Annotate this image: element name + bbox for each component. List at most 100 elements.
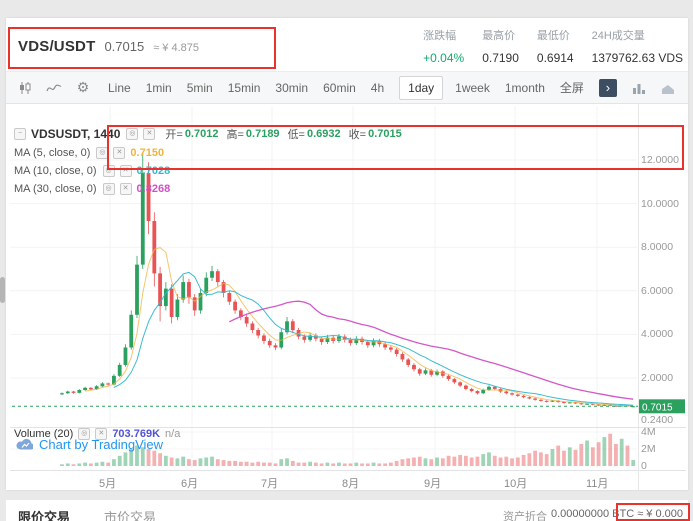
tab-限价交易[interactable]: 限价交易 [18,510,71,521]
balance-value: 0.00000000 BTC ≈ ¥ 0.000 [550,508,683,520]
ma-legend-row-0: MA (5, close, 0) ◎ ✕ 0.7150 [14,144,170,162]
stat-col-3: 24H成交量 1379762.63 VDS [592,27,683,65]
tab-市价交易[interactable]: 市价交易 [104,510,157,521]
watermark-text: Chart by TradingView [39,437,164,452]
volume-label: Volume (20) [14,428,74,440]
interval-4h[interactable]: 4h [370,80,385,95]
interval-1month[interactable]: 1month [504,80,545,95]
stat-label: 24H成交量 [591,30,645,42]
stat-value: 1379762.63 VDS [591,51,683,65]
interval-Line[interactable]: Line [108,80,131,95]
ohlc-label: 高= [226,129,244,141]
ma-value: 0.8268 [136,183,171,195]
month-label: 10月 [504,478,528,490]
volume-na: n/a [165,428,181,440]
volume-value: 703.769K [112,428,161,440]
candle-style-icon[interactable] [16,79,34,97]
svg-text:0.7015: 0.7015 [642,402,673,413]
tradingview-logo-icon [16,437,33,452]
pair-price-cny: ≈ ¥ 4.875 [153,42,200,54]
chart-toolbar: ⚙ Line 1min 5min 15min 30min 60min 4h 1day 1week… [6,71,688,104]
ma-label: MA (10, close, 0) [14,165,97,177]
volume-toggle-icon[interactable]: ◎ [78,428,91,440]
interval-list: Line 1min 5min 15min 30min 60min 4h 1day 1week 1m… [108,75,599,100]
pair-header: VDS/USDT 0.7015 ≈ ¥ 4.875 [18,38,199,55]
ohlc-value: 0.6932 [307,128,341,140]
settings-gear-icon[interactable]: ⚙ [76,79,90,95]
price-tick: 8.0000 [641,241,674,254]
stat-label: 最低价 [536,30,570,42]
ma-value: 0.7028 [136,165,171,177]
ma-label: MA (5, close, 0) [14,147,91,159]
interval-30min[interactable]: 30min [275,80,309,95]
ma-legend: MA (5, close, 0) ◎ ✕ 0.7150 MA (10, close, 0… [14,144,170,198]
ma-legend-row-2: MA (30, close, 0) ◎ ✕ 0.8268 [14,180,170,198]
line-style-icon[interactable] [45,79,63,97]
stat-col-2: 最低价 0.6914 [537,27,574,65]
ohlc-values: 开= 0.7012 高= 0.7189 低= 0.6932 收= 0.7015 [165,126,409,142]
more-intervals-button[interactable]: › [598,78,617,97]
stat-value: 0.7190 [482,51,519,65]
price-tick: 10.0000 [641,197,679,210]
month-label: 11月 [586,478,609,490]
interval-15min[interactable]: 15min [227,80,261,95]
ma-label: MA (30, close, 0) [14,183,97,195]
interval-60min[interactable]: 60min [323,80,356,95]
volume-close-icon[interactable]: ✕ [95,428,108,440]
balance-summary: 资产折合 0.00000000 BTC ≈ ¥ 0.000 [503,508,683,521]
volume-tick: 0 [641,460,647,472]
legend-close-icon[interactable]: ✕ [143,128,156,140]
price-tick: 6.0000 [641,284,674,297]
interval-全屏[interactable]: 全屏 [559,81,584,95]
interval-1week[interactable]: 1week [455,80,490,95]
legend-symbol: VDSUSDT, 1440 [31,127,121,141]
month-label: 9月 [424,478,442,490]
interval-5min[interactable]: 5min [186,80,213,95]
ohlc-value: 0.7189 [245,128,280,140]
ohlc-value: 0.7012 [184,128,219,140]
trade-panel-card [6,500,688,521]
ohlc-label: 收= [348,129,367,141]
stat-col-1: 最高价 0.7190 [482,27,519,65]
volume-bars-icon[interactable] [629,79,649,97]
ma-toggle-icon[interactable]: ◎ [102,183,115,195]
interval-1min[interactable]: 1min [145,80,172,95]
interval-1day[interactable]: 1day [399,75,444,100]
chart-legend: − VDSUSDT, 1440 ◎ ✕ 开= 0.7012 高= 0.7189 低= 0.… [14,126,410,142]
volume-legend: Volume (20) ◎ ✕ 703.769K n/a [14,428,180,440]
ma-toggle-icon[interactable]: ◎ [102,165,115,177]
ma-toggle-icon[interactable]: ◎ [96,147,109,159]
stat-value: 0.6914 [536,51,574,65]
collapse-icon[interactable]: − [14,128,26,140]
ma-close-icon[interactable]: ✕ [119,183,132,195]
volume-tick: 4M [641,426,656,438]
ma-close-icon[interactable]: ✕ [113,147,126,159]
month-label: 8月 [342,478,360,490]
ohlc-label: 低= [287,129,305,141]
month-label: 7月 [261,478,279,490]
balance-label: 资产折合 [502,511,547,521]
price-tick: 2.0000 [641,372,674,384]
market-stats: 涨跌幅 +0.04% 最高价 0.7190 最低价 0.6914 24H成交量 1379762… [423,27,683,65]
stat-label: 最高价 [482,30,516,42]
month-label: 5月 [99,478,117,490]
toolbar-right-icons [629,79,678,97]
pair-title: VDS/USDT [18,38,96,55]
month-label: 6月 [181,478,199,490]
price-tick: 12.0000 [641,154,679,166]
volume-tick: 2M [641,443,656,455]
ma-legend-row-1: MA (10, close, 0) ◎ ✕ 0.7028 [14,162,170,180]
stat-label: 涨跌幅 [423,30,457,42]
stat-col-0: 涨跌幅 +0.04% [423,27,464,65]
stat-value: +0.04% [423,51,465,65]
legend-toggle-icon[interactable]: ◎ [126,128,139,140]
left-scrollbar[interactable] [0,277,5,303]
depth-chart-icon[interactable] [658,79,678,97]
tradingview-watermark[interactable]: Chart by TradingView [16,437,163,452]
ma-value: 0.7150 [130,147,165,159]
price-tick-bottom: 0.2400 [641,414,674,426]
ma-close-icon[interactable]: ✕ [119,165,132,177]
ohlc-value: 0.7015 [368,128,402,140]
ohlc-label: 开= [165,129,183,141]
